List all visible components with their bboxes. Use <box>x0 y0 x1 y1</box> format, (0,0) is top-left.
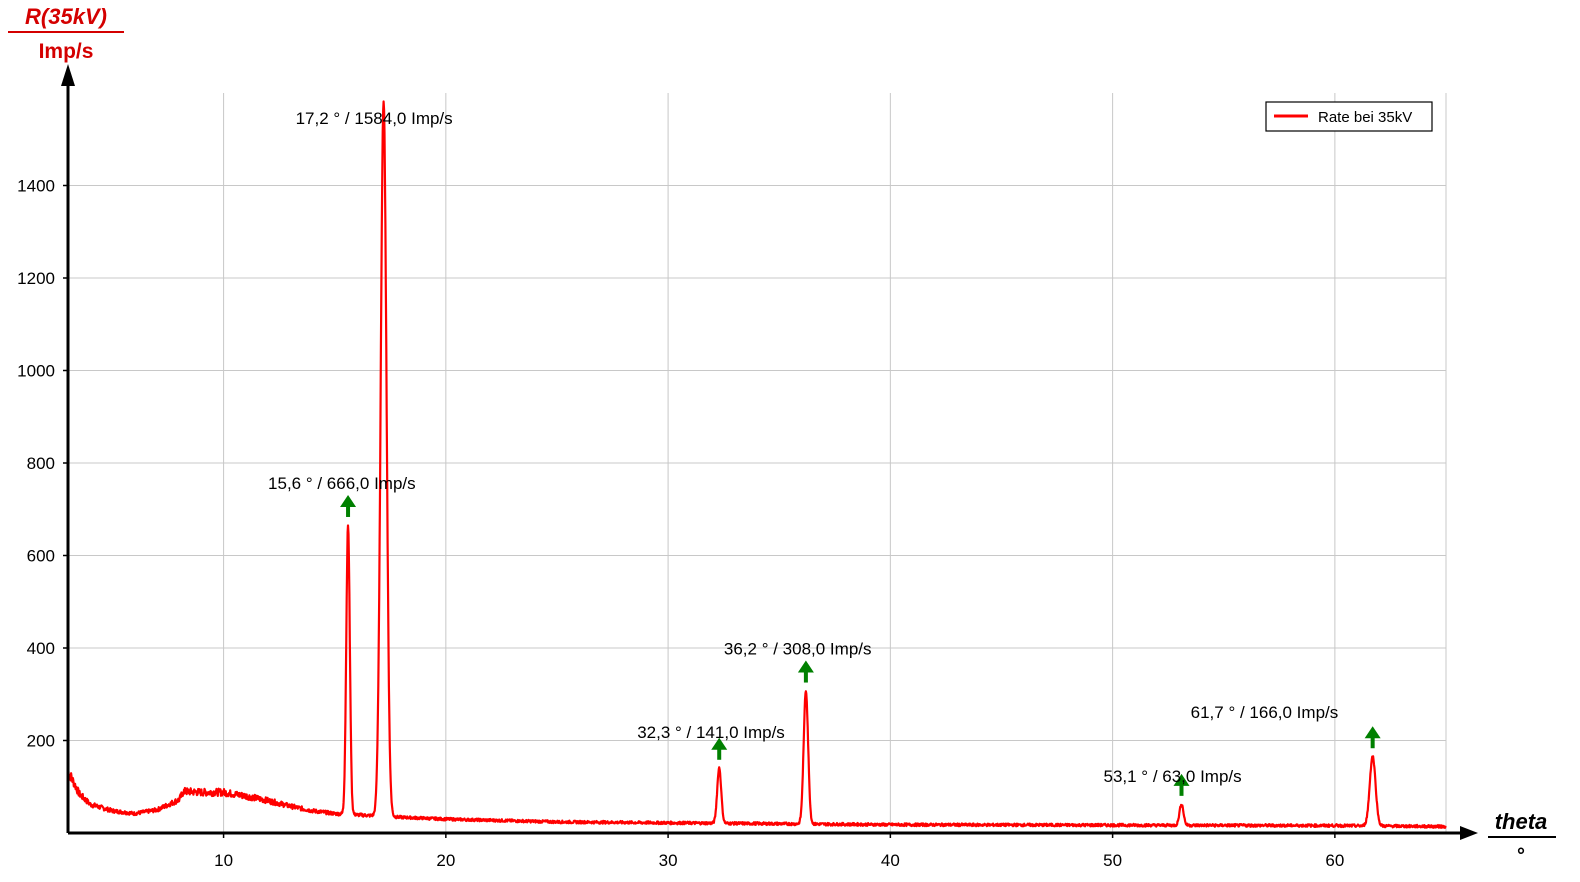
axes <box>61 64 1478 840</box>
x-tick-label: 20 <box>436 851 455 870</box>
peak-arrow-head-icon <box>711 737 728 750</box>
peak-arrow-head-icon <box>797 660 814 673</box>
peak-arrow-head-icon <box>1364 726 1381 739</box>
peak-annotation: 53,1 ° / 63,0 Imp/s <box>1104 767 1242 796</box>
peak-annotations: 15,6 ° / 666,0 Imp/s 17,2 ° / 1584,0 Imp/… <box>268 109 1381 796</box>
y-tick-label: 1200 <box>17 269 55 288</box>
y-axis-title: R(35kV) <box>25 4 107 29</box>
peak-arrow-head-icon <box>1173 773 1190 786</box>
x-tick-label: 40 <box>881 851 900 870</box>
peak-annotation: 32,3 ° / 141,0 Imp/s <box>637 723 785 760</box>
y-tick-label: 400 <box>27 639 55 658</box>
peak-label: 15,6 ° / 666,0 Imp/s <box>268 474 416 493</box>
peak-label: 17,2 ° / 1584,0 Imp/s <box>296 109 453 128</box>
y-axis-arrow <box>61 64 75 86</box>
x-tick-label: 50 <box>1103 851 1122 870</box>
peak-annotation: 17,2 ° / 1584,0 Imp/s <box>296 109 453 128</box>
peak-label: 32,3 ° / 141,0 Imp/s <box>637 723 785 742</box>
grid <box>68 93 1447 833</box>
y-tick-label: 1400 <box>17 177 55 196</box>
peak-annotation: 15,6 ° / 666,0 Imp/s <box>268 474 416 517</box>
peak-label: 53,1 ° / 63,0 Imp/s <box>1104 767 1242 786</box>
x-axis-title: theta <box>1495 809 1548 834</box>
legend: Rate bei 35kV <box>1265 101 1433 132</box>
y-tick-label: 1000 <box>17 362 55 381</box>
peak-label: 61,7 ° / 166,0 Imp/s <box>1191 703 1339 722</box>
series-line-rate-35kv <box>67 100 1447 829</box>
x-tick-label: 60 <box>1325 851 1344 870</box>
y-axis-unit: Imp/s <box>39 40 94 63</box>
legend-label: Rate bei 35kV <box>1318 109 1412 126</box>
y-tick-label: 600 <box>27 547 55 566</box>
x-axis-arrow <box>1460 826 1478 840</box>
peak-annotation: 36,2 ° / 308,0 Imp/s <box>724 640 872 683</box>
peak-label: 36,2 ° / 308,0 Imp/s <box>724 640 872 659</box>
x-tick-label: 10 <box>214 851 233 870</box>
y-tick-label: 800 <box>27 454 55 473</box>
peak-annotation: 61,7 ° / 166,0 Imp/s <box>1191 703 1381 749</box>
peak-arrow-head-icon <box>340 494 357 507</box>
x-axis-unit: ° <box>1517 845 1525 867</box>
y-tick-label: 200 <box>27 732 55 751</box>
tick-labels: 10 20 30 40 50 60 200 400 600 800 1000 1200 1400 <box>17 177 1344 871</box>
series-layer <box>67 100 1447 829</box>
x-tick-label: 30 <box>659 851 678 870</box>
